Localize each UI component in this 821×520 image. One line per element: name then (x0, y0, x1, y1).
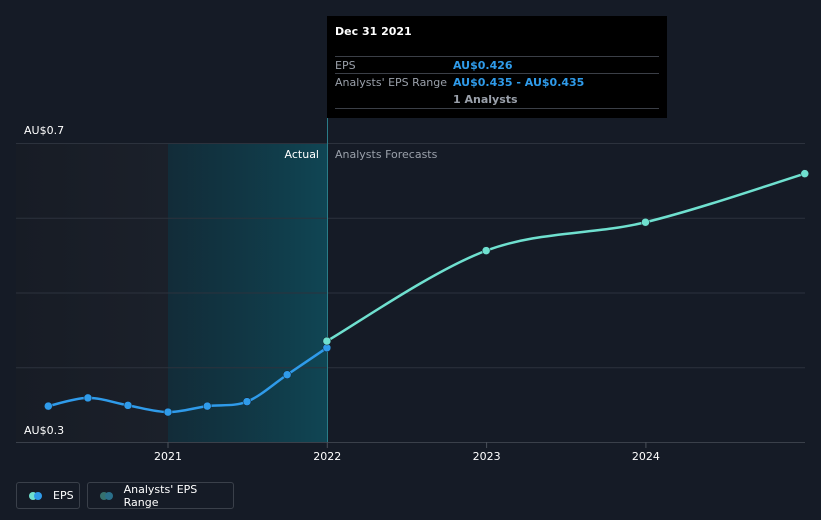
legend-eps-swatch (29, 491, 45, 500)
eps-point[interactable] (44, 401, 53, 411)
legend-range-label: Analysts' EPS Range (123, 482, 198, 509)
x-tick-label: 2023 (473, 450, 501, 463)
legend-eps-dot-1 (29, 491, 37, 500)
tooltip-date: Dec 31 2021 (335, 25, 412, 38)
forecast-point[interactable] (800, 169, 810, 178)
eps-point[interactable] (203, 401, 212, 411)
forecast-point[interactable] (322, 336, 332, 346)
forecast-point[interactable] (641, 217, 650, 227)
tooltip: Dec 31 2021 EPS AU$0.426 Analysts' EPS R… (327, 16, 667, 118)
tooltip-analysts-value: 1 Analysts (453, 93, 518, 106)
tooltip-range-label: Analysts' EPS Range (335, 76, 448, 89)
tooltip-divider (335, 56, 659, 57)
eps-point[interactable] (123, 401, 133, 410)
legend-range-dot-1 (100, 491, 108, 500)
legend-eps-button[interactable]: EPS (16, 482, 80, 509)
eps-point[interactable] (83, 393, 93, 403)
legend-eps-dot-2 (34, 491, 42, 500)
x-tick-label: 2022 (313, 450, 341, 463)
tooltip-eps-value: AU$0.426 (453, 59, 513, 72)
tooltip-eps-label: EPS (335, 59, 356, 72)
series-layer (44, 169, 810, 417)
legend-eps-label: EPS (53, 489, 74, 502)
y-axis-bottom-label: AU$0.3 (24, 424, 64, 437)
x-tick-label: 2021 (154, 450, 182, 463)
x-tick-label: 2024 (632, 450, 660, 463)
legend-range-swatch (100, 491, 116, 500)
eps-point[interactable] (242, 397, 252, 406)
eps-point[interactable] (282, 370, 292, 379)
eps-point[interactable] (163, 407, 173, 417)
actual-label: Actual (285, 148, 319, 161)
forecast-series-line (325, 172, 807, 343)
legend-range-button[interactable]: Analysts' EPS Range (87, 482, 234, 509)
tooltip-divider (335, 108, 659, 109)
gridlines (16, 143, 805, 443)
legend-range-dot-2 (105, 491, 113, 500)
y-axis-top-label: AU$0.7 (24, 124, 64, 137)
forecast-label: Analysts Forecasts (335, 148, 438, 161)
tooltip-range-value: AU$0.435 - AU$0.435 (453, 76, 585, 89)
x-axis: 2021 2022 2023 2024 (154, 442, 660, 463)
tooltip-divider (335, 73, 659, 74)
forecast-point[interactable] (481, 246, 491, 255)
